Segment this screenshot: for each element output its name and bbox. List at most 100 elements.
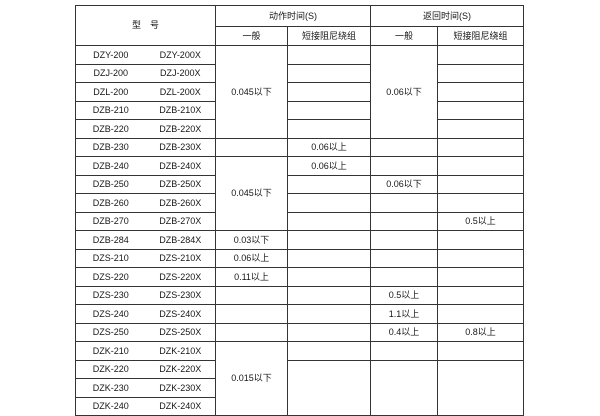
- model-pair: DZL-200 DZL-200X: [77, 87, 215, 97]
- cell-return-short: [437, 248, 524, 268]
- cell-action-short: [287, 267, 371, 287]
- cell-return-short: [437, 82, 524, 102]
- header-return-time: 返回时间(S): [370, 5, 524, 27]
- header-row-2: 一般 短接阻尼绕组 一般 短接阻尼绕组: [76, 26, 524, 46]
- model-pair: DZB-240 DZB-240X: [77, 161, 215, 171]
- cell-return-short: [437, 267, 524, 287]
- model-name-x: DZB-270X: [159, 216, 202, 227]
- table-row: DZS-240 DZS-240X 1.1以上: [75, 304, 524, 324]
- cell-return-general: [370, 193, 438, 213]
- table-header: 型 号 动作时间(S) 返回时间(S) 一般 短接阻尼绕组 一般 短接阻尼绕组: [75, 5, 524, 46]
- cell-action-short: [287, 359, 371, 416]
- cell-action-short: [287, 193, 371, 213]
- model-pair: DZB-250 DZB-250X: [77, 179, 215, 190]
- header-model: 型 号: [75, 5, 216, 46]
- model-name-base: DZK-240: [92, 401, 129, 412]
- cell-action-general: [215, 304, 288, 324]
- model-name-base: DZK-210: [92, 345, 129, 356]
- model-cell: DZB-284 DZB-284X: [75, 230, 216, 250]
- relay-spec-table: 型 号 动作时间(S) 返回时间(S) 一般 短接阻尼绕组 一般 短接阻尼绕组 …: [75, 5, 524, 416]
- cell-action-general: 0.045以下: [215, 45, 288, 139]
- model-cell: DZS-250 DZS-250X: [75, 322, 216, 342]
- cell-action-general: 0.045以下: [215, 156, 288, 231]
- model-name-base: DZB-250: [92, 179, 129, 190]
- model-cell: DZK-230 DZK-230X: [75, 378, 216, 398]
- cell-return-short: [437, 119, 524, 139]
- table-row: DZS-220 DZS-220X 0.11以上: [75, 267, 524, 287]
- cell-return-short: [437, 174, 524, 194]
- model-name-x: DZS-220X: [159, 271, 202, 282]
- model-pair: DZS-250 DZS-250X: [77, 327, 215, 338]
- cell-return-short: [437, 100, 524, 120]
- cell-return-general: [370, 341, 438, 361]
- cell-return-short: [437, 304, 524, 324]
- model-cell: DZB-250 DZB-250X: [75, 174, 216, 194]
- model-pair: DZB-284 DZB-284X: [77, 234, 215, 245]
- model-pair: DZK-220 DZK-220X: [77, 364, 215, 374]
- cell-action-short: [287, 304, 371, 324]
- model-pair: DZK-230 DZK-230X: [77, 382, 215, 393]
- model-pair: DZK-240 DZK-240X: [77, 401, 215, 412]
- table-row: DZB-284 DZB-284X 0.03以下: [75, 230, 524, 250]
- cell-action-general: 0.015以下: [215, 341, 288, 416]
- cell-action-short: [287, 322, 371, 342]
- cell-return-general: 0.06以下: [370, 45, 438, 139]
- model-name-x: DZB-284X: [159, 234, 202, 245]
- model-cell: DZB-240 DZB-240X: [75, 156, 216, 176]
- table-row: DZS-230 DZS-230X 0.5以上: [75, 285, 524, 305]
- header-row-1: 型 号 动作时间(S) 返回时间(S): [75, 5, 524, 46]
- table-row: DZK-220 DZK-220X: [75, 359, 524, 416]
- model-name-x: DZS-240X: [159, 308, 202, 319]
- model-name-x: DZS-250X: [159, 327, 202, 338]
- model-pair: DZB-230 DZB-230X: [77, 142, 215, 152]
- model-name-base: DZY-200: [93, 49, 129, 60]
- cell-action-short: [287, 100, 371, 120]
- header-return-general: 一般: [370, 26, 438, 46]
- cell-action-short: [287, 82, 371, 102]
- cell-action-short: [287, 119, 371, 139]
- header-action-time: 动作时间(S): [215, 5, 371, 27]
- cell-action-short: [287, 45, 371, 65]
- model-name-base: DZB-210: [92, 105, 129, 116]
- table-row: DZB-260 DZB-260X: [75, 193, 524, 213]
- table-row: DZB-270 DZB-270X 0.5以上: [75, 211, 524, 231]
- model-name-x: DZB-210X: [159, 105, 202, 116]
- model-name-x: DZY-200X: [159, 49, 201, 60]
- cell-return-short: [437, 285, 524, 305]
- cell-return-general: [370, 230, 438, 250]
- cell-return-general: [370, 248, 438, 268]
- cell-action-short: 0.06以上: [287, 137, 371, 157]
- cell-return-general: 0.5以上: [370, 285, 438, 305]
- model-name-x: DZK-230X: [159, 382, 202, 393]
- model-name-x: DZB-220X: [159, 123, 202, 134]
- cell-action-general: 0.06以上: [215, 248, 288, 268]
- model-cell: DZY-200 DZY-200X: [75, 45, 216, 65]
- model-pair: DZY-200 DZY-200X: [77, 49, 215, 60]
- header-action-short-damping: 短接阻尼绕组: [287, 26, 371, 46]
- table-row: DZS-250 DZS-250X 0.4以上 0.8以上: [75, 322, 524, 342]
- cell-action-short: 0.06以上: [287, 156, 371, 176]
- cell-action-general: 0.11以上: [215, 267, 288, 287]
- cell-return-short: [437, 341, 524, 361]
- model-name-base: DZB-270: [92, 216, 129, 227]
- cell-action-general: 0.03以下: [215, 230, 288, 250]
- table-row: DZB-230 DZB-230X 0.06以上: [75, 137, 524, 157]
- model-pair: DZS-210 DZS-210X: [77, 253, 215, 263]
- table-row: DZJ-200 DZJ-200X: [75, 63, 524, 83]
- cell-action-general: [215, 285, 288, 305]
- table-row: DZB-240 DZB-240X 0.045以下 0.06以上: [75, 156, 524, 231]
- table-row: DZK-210 DZK-210X 0.015以下: [75, 341, 524, 416]
- cell-return-short: [437, 137, 524, 157]
- table-row: DZS-210 DZS-210X 0.06以上: [75, 248, 524, 268]
- model-pair: DZJ-200 DZJ-200X: [77, 68, 215, 79]
- cell-action-short: [287, 248, 371, 268]
- model-name-base: DZB-284: [92, 234, 129, 245]
- model-name-base: DZS-230: [92, 290, 129, 301]
- model-pair: DZB-260 DZB-260X: [77, 198, 215, 208]
- cell-return-short: 0.5以上: [437, 211, 524, 231]
- cell-action-general: [215, 322, 288, 342]
- cell-return-general: [370, 359, 438, 416]
- model-name-base: DZS-250: [92, 327, 129, 338]
- model-name-x: DZK-240X: [159, 401, 202, 412]
- model-name-x: DZJ-200X: [159, 68, 201, 79]
